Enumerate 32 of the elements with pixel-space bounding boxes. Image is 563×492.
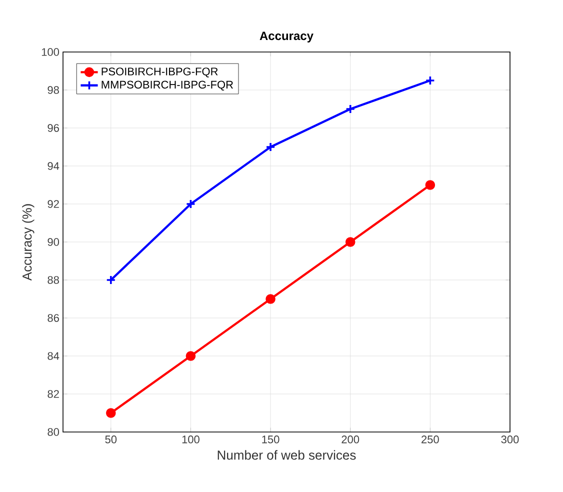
- y-axis-title: Accuracy (%): [22, 204, 34, 281]
- point: [186, 199, 196, 209]
- y-tick-label: 84: [48, 352, 60, 360]
- y-tick-label: 88: [48, 276, 59, 284]
- y-tick-label: 86: [48, 314, 59, 322]
- point: [425, 76, 436, 86]
- y-tick-label: 96: [48, 124, 59, 132]
- x-tick-label: 150: [262, 436, 280, 444]
- x-tick-label: 50: [105, 436, 117, 444]
- point: [266, 294, 276, 304]
- y-tick-label: 100: [42, 48, 60, 56]
- point: [345, 237, 356, 247]
- y-tick-label: 98: [48, 86, 59, 94]
- point: [266, 142, 276, 152]
- point: [425, 180, 436, 190]
- point: [345, 104, 356, 114]
- x-tick-label: 250: [422, 436, 439, 444]
- y-tick-label: 80: [48, 428, 60, 436]
- x-tick-label: 100: [182, 436, 200, 444]
- y-tick-label: 90: [48, 238, 60, 246]
- x-tick-label: 300: [501, 436, 519, 444]
- legend-label: PSOIBIRCH-IBPG-FQR: [102, 68, 218, 78]
- point: [106, 275, 116, 285]
- y-tick-label: 94: [48, 162, 60, 170]
- legend-label: MMPSOBIRCH-IBPG-FQR: [102, 80, 233, 91]
- point: [106, 408, 116, 418]
- x-axis-title: Number of web services: [218, 450, 356, 460]
- y-tick-label: 82: [48, 390, 59, 398]
- chart-title: Accuracy: [260, 32, 314, 42]
- x-tick-label: 200: [342, 436, 360, 444]
- y-tick-label: 92: [48, 200, 59, 208]
- point: [186, 351, 196, 361]
